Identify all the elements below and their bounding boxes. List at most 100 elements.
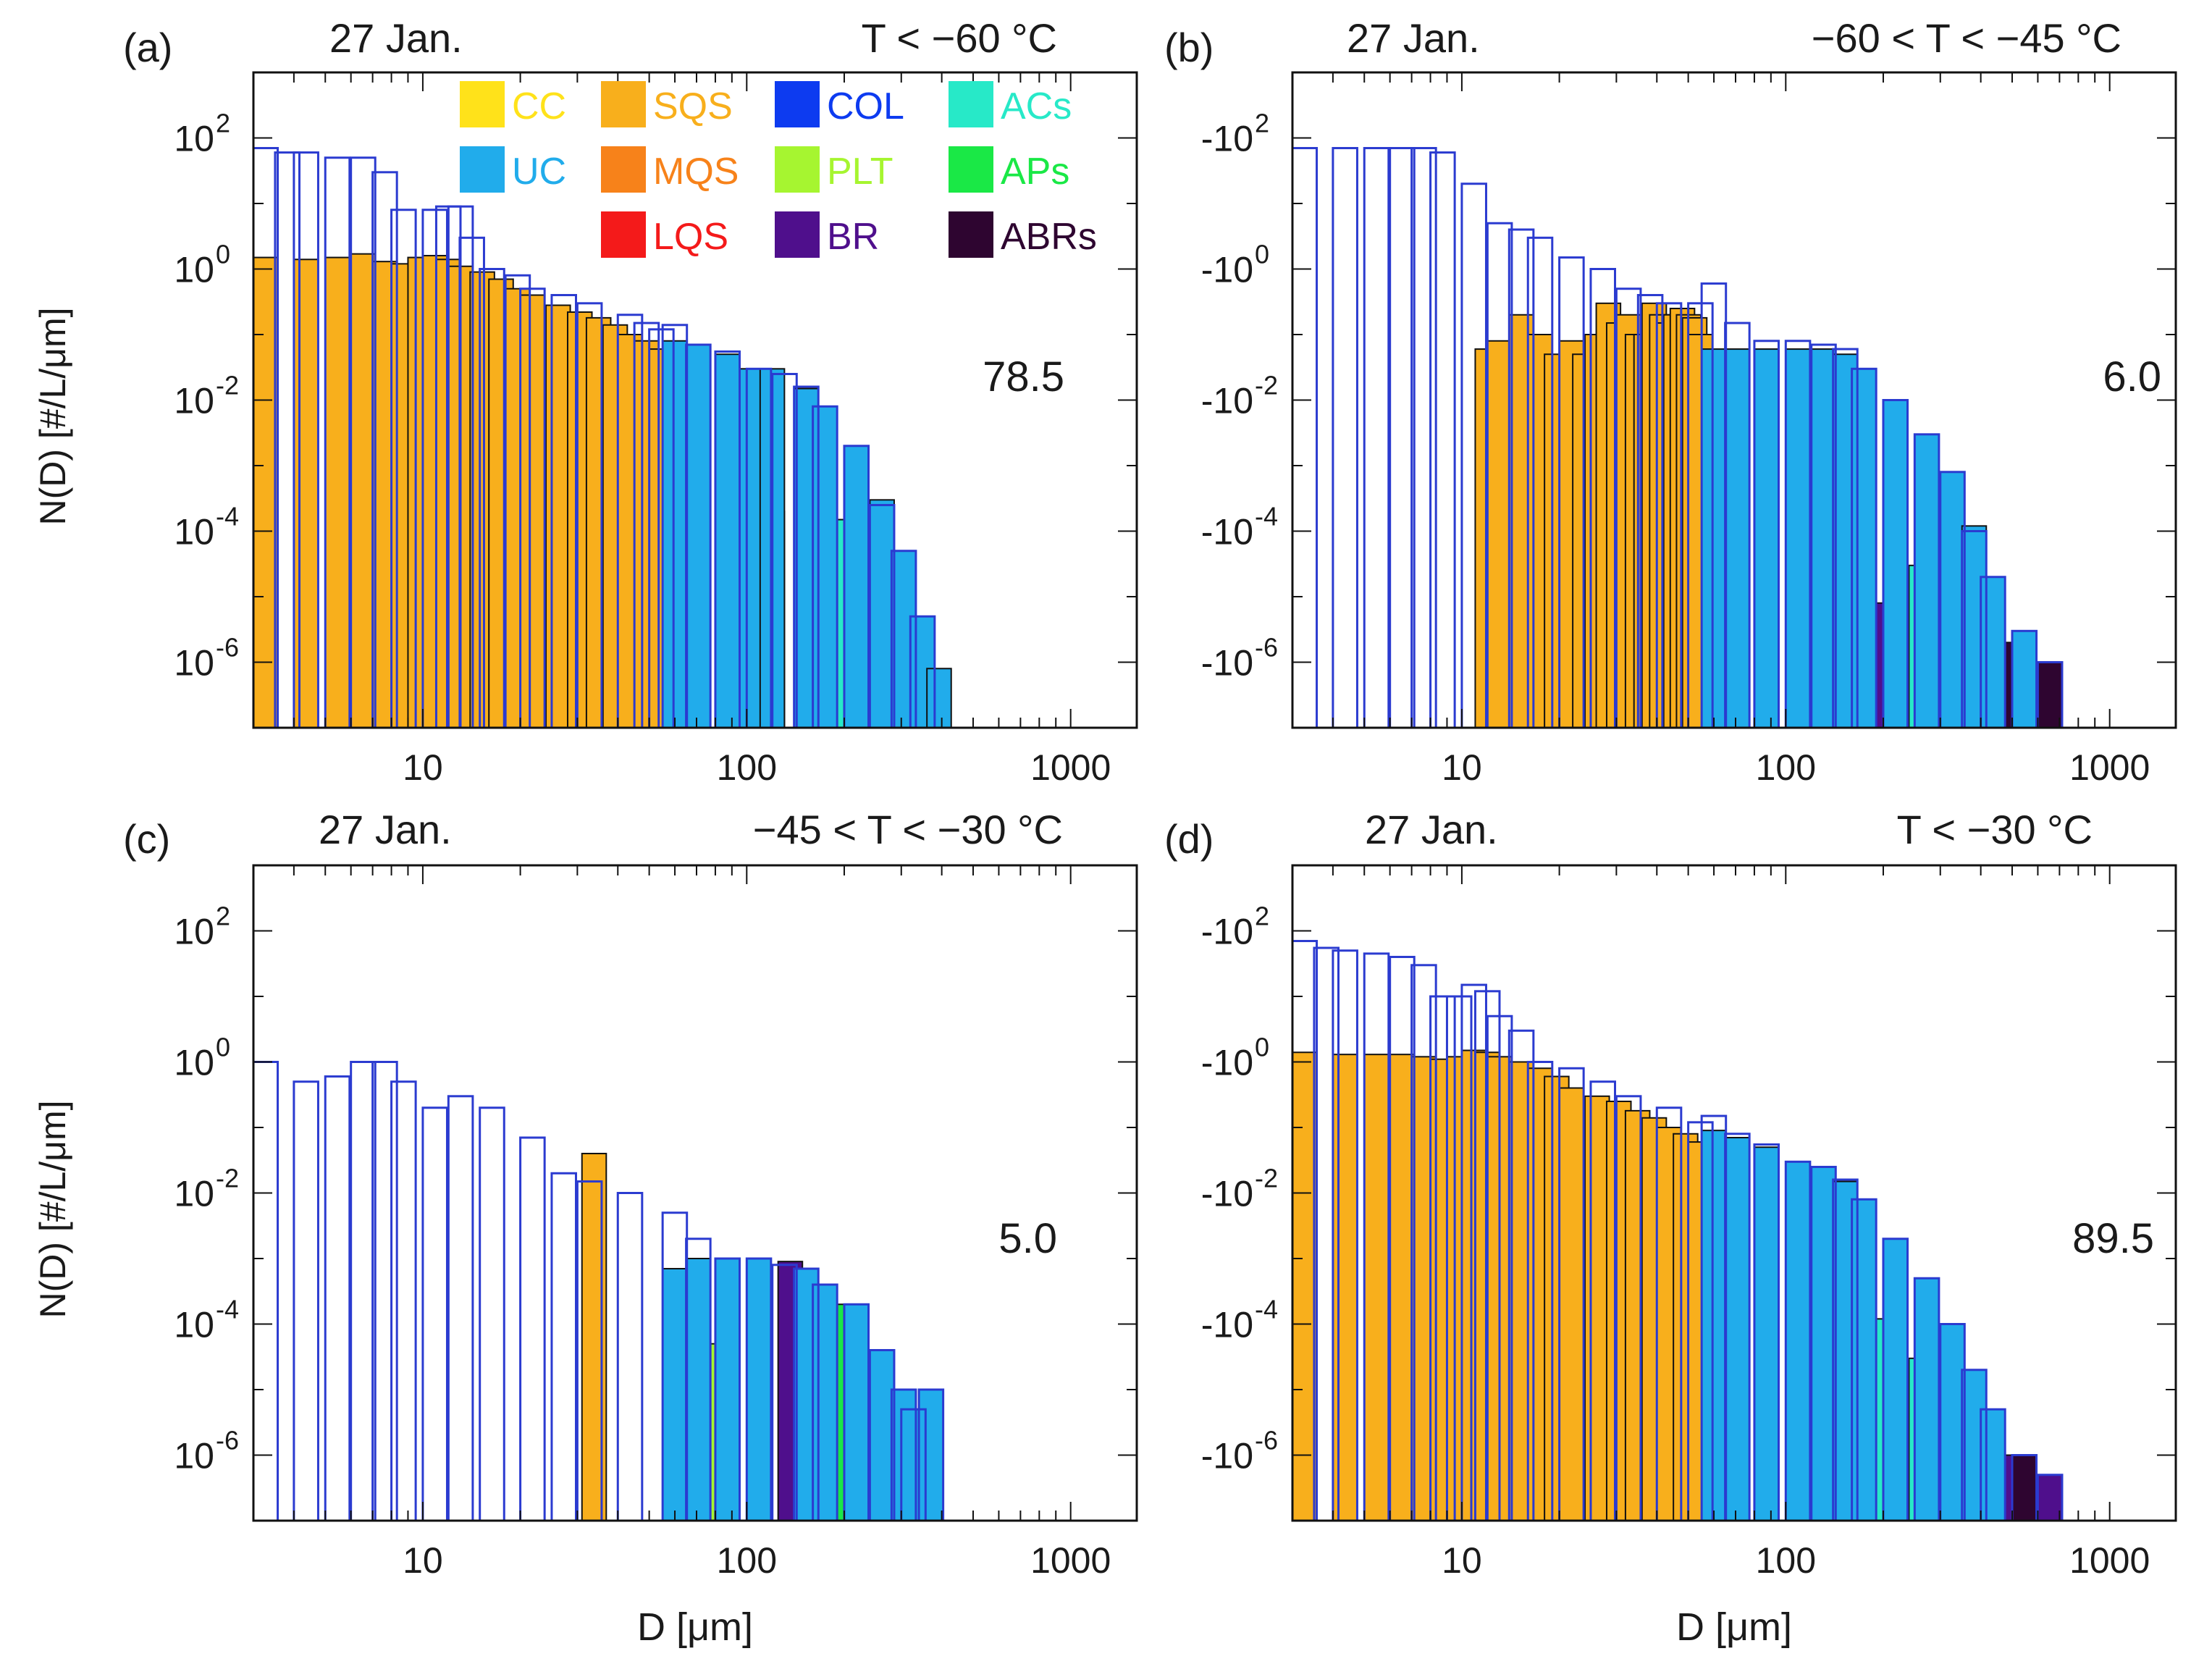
y-tick-label-d: -10 <box>1201 1174 1253 1214</box>
y-tick-exponent-b: 0 <box>1255 240 1269 269</box>
panel-d-temp-range: T < −30 °C <box>1897 807 2093 852</box>
y-tick-label-d: -10 <box>1201 1436 1253 1476</box>
y-tick-exponent-a: -4 <box>216 502 239 532</box>
panel-c: (c) 27 Jan. −45 < T < −30 °C 10 100 100010… <box>123 807 1138 1581</box>
bar-uc-a <box>843 445 870 728</box>
bar-sqs-a <box>545 304 571 728</box>
total-outline-bar-c <box>293 1080 319 1522</box>
panel-c-letter: (c) <box>123 816 170 862</box>
legend: CC SQS COL ACs UC MQS PLT APs LQS BR ABRs <box>460 81 1097 258</box>
y-tick-exponent-d: 0 <box>1255 1033 1269 1062</box>
x-tick-label-b: 10 <box>1442 747 1482 788</box>
y-tick-label-a: 10 <box>174 250 214 290</box>
panel-b-axes: 10 100 1000-10 2-10 0-10 -2-10 -4-10 -6 <box>1201 71 2177 788</box>
y-tick-label-d: -10 <box>1201 1043 1253 1083</box>
bar-uc-d <box>1701 1130 1727 1522</box>
panel-a-bars <box>252 147 952 729</box>
legend-label-uc: UC <box>512 151 566 193</box>
y-tick-label-c: 10 <box>174 1174 214 1214</box>
bar-uc-d <box>1785 1161 1811 1522</box>
legend-swatch-col <box>775 81 820 127</box>
total-outline-bar-b <box>1363 147 1390 729</box>
y-tick-label-b: -10 <box>1201 119 1253 159</box>
bar-uc-b <box>1701 348 1727 728</box>
panel-b-value: 6.0 <box>2103 353 2161 400</box>
x-tick-label-d: 10 <box>1442 1540 1482 1581</box>
total-outline-bar-c <box>550 1172 578 1522</box>
bar-br-d <box>2037 1474 2063 1521</box>
bar-uc-a <box>685 344 712 728</box>
y-tick-exponent-d: -2 <box>1255 1164 1278 1193</box>
bar-uc-d <box>1753 1146 1780 1521</box>
bar-uc-b <box>1882 399 1909 728</box>
bar-sqs-d <box>1292 1051 1318 1521</box>
total-outline-bar-b <box>1332 147 1358 729</box>
bar-uc-a <box>812 406 838 729</box>
panel-a-y-axis-label: N(D) [#/L/μm] <box>33 307 73 525</box>
legend-label-aps: APs <box>1001 151 1069 193</box>
y-tick-label-b: -10 <box>1201 381 1253 421</box>
y-tick-exponent-b: -4 <box>1255 502 1278 532</box>
panel-d-date: 27 Jan. <box>1365 807 1498 852</box>
x-tick-label-b: 1000 <box>2069 747 2150 788</box>
y-tick-label-a: 10 <box>174 512 214 553</box>
total-outline-bar-c <box>390 1080 417 1522</box>
legend-label-abrs: ABRs <box>1001 216 1097 258</box>
bar-uc-b <box>1753 348 1780 728</box>
legend-label-acs: ACs <box>1001 85 1072 127</box>
y-tick-exponent-a: -6 <box>216 633 239 663</box>
bar-sqs-a <box>293 259 319 729</box>
panel-d-bars <box>1291 940 2064 1522</box>
y-tick-label-c: 10 <box>174 1043 214 1083</box>
x-tick-label-c: 1000 <box>1030 1540 1111 1581</box>
panel-c-y-axis-label: N(D) [#/L/μm] <box>33 1100 73 1318</box>
bar-uc-d <box>1851 1198 1877 1522</box>
x-tick-label-a: 1000 <box>1030 747 1111 788</box>
legend-label-plt: PLT <box>827 151 893 193</box>
y-tick-label-a: 10 <box>174 381 214 421</box>
y-tick-label-b: -10 <box>1201 643 1253 684</box>
panel-b-date: 27 Jan. <box>1347 15 1480 61</box>
panel-b-bars <box>1291 147 2064 729</box>
bar-sqs-d <box>1584 1095 1610 1521</box>
x-tick-label-c: 10 <box>403 1540 443 1581</box>
y-tick-label-b: -10 <box>1201 512 1253 553</box>
y-tick-exponent-c: 0 <box>216 1033 230 1062</box>
legend-label-sqs: SQS <box>653 85 733 127</box>
x-tick-label-d: 100 <box>1756 1540 1816 1581</box>
legend-label-col: COL <box>827 85 904 127</box>
legend-label-br: BR <box>827 216 879 258</box>
bar-uc-c <box>843 1303 870 1522</box>
y-tick-exponent-b: -2 <box>1255 371 1278 400</box>
bar-sqs-d <box>1389 1054 1416 1521</box>
panel-c-bars <box>252 1061 945 1522</box>
bar-uc-a <box>714 353 741 728</box>
panel-a-date: 27 Jan. <box>329 15 463 61</box>
y-tick-exponent-b: -6 <box>1255 633 1278 663</box>
total-outline-bar-c <box>447 1095 474 1522</box>
bar-uc-d <box>1724 1137 1751 1522</box>
y-tick-exponent-a: -2 <box>216 371 239 400</box>
bar-uc-a <box>926 668 952 729</box>
bar-uc-c <box>812 1284 838 1521</box>
bar-abrs-d <box>2011 1454 2038 1521</box>
bar-uc-c <box>746 1258 772 1521</box>
y-tick-label-b: -10 <box>1201 250 1253 290</box>
legend-label-cc: CC <box>512 85 566 127</box>
panel-a-temp-range: T < −60 °C <box>862 15 1057 61</box>
y-tick-exponent-b: 2 <box>1255 109 1269 138</box>
panel-c-x-axis-label: D [μm] <box>637 1605 753 1649</box>
total-outline-bar-c <box>479 1106 505 1522</box>
y-tick-exponent-a: 0 <box>216 240 230 269</box>
y-tick-exponent-c: -2 <box>216 1164 239 1193</box>
bar-sqs-d <box>1558 1087 1585 1521</box>
legend-swatch-aps <box>949 146 993 193</box>
legend-swatch-cc <box>460 81 505 127</box>
total-outline-bar-c <box>252 1061 279 1522</box>
bar-uc-b <box>2011 630 2038 729</box>
total-outline-bar-c <box>519 1136 546 1522</box>
y-tick-exponent-c: -6 <box>216 1426 239 1455</box>
